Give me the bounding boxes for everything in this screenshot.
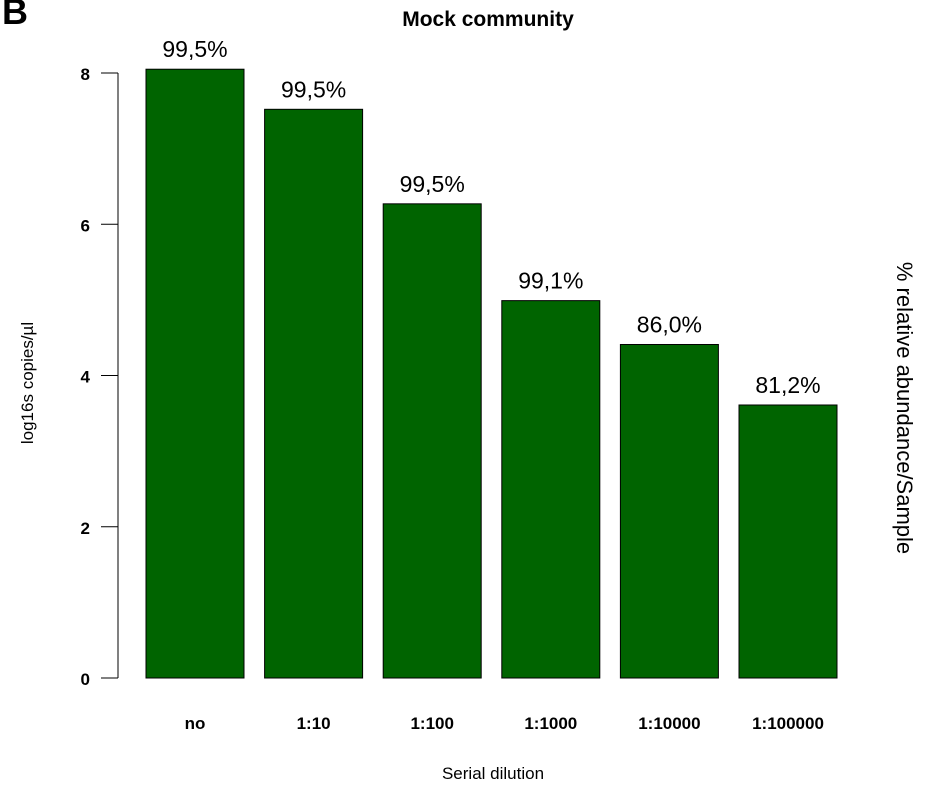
bar xyxy=(145,68,245,679)
x-tick-label: 1:1000 xyxy=(524,714,577,733)
y-tick-label: 8 xyxy=(81,65,90,84)
bar xyxy=(382,203,482,679)
bar-data-label: 99,5% xyxy=(400,171,465,197)
y-tick-label: 4 xyxy=(81,368,91,387)
bar-data-label: 86,0% xyxy=(637,311,702,337)
right-axis-label: % relative abundance/Sample xyxy=(892,262,917,554)
y-tick-label: 2 xyxy=(81,519,90,538)
x-tick-labels-group: no 1:10 1:100 1:1000 1:10000 1:100000 xyxy=(185,714,824,733)
bar-data-label: 99,1% xyxy=(518,268,583,294)
bar xyxy=(264,108,364,679)
y-tick-label: 0 xyxy=(81,670,90,689)
bar-data-label: 99,5% xyxy=(281,76,346,102)
y-axis-label: log16s copies/µl xyxy=(18,322,37,444)
data-labels-group: 99,5% 99,5% 99,5% 99,1% 86,0% 81,2% xyxy=(162,36,820,398)
chart-title: Mock community xyxy=(402,8,574,31)
bar-data-label: 81,2% xyxy=(755,372,820,398)
x-tick-label: 1:100000 xyxy=(752,714,824,733)
bar xyxy=(501,300,601,679)
bar-data-label: 99,5% xyxy=(162,36,227,62)
bar xyxy=(619,343,719,679)
panel-label: B xyxy=(2,0,28,32)
y-tick-label: 6 xyxy=(81,216,90,235)
bars-group xyxy=(145,68,838,679)
x-axis-label: Serial dilution xyxy=(442,764,544,783)
x-tick-label: 1:10 xyxy=(297,714,331,733)
bar xyxy=(738,404,838,679)
x-tick-label: 1:100 xyxy=(410,714,453,733)
x-tick-label: 1:10000 xyxy=(638,714,700,733)
y-axis: 0 2 4 6 8 xyxy=(81,65,119,689)
x-tick-label: no xyxy=(185,714,206,733)
